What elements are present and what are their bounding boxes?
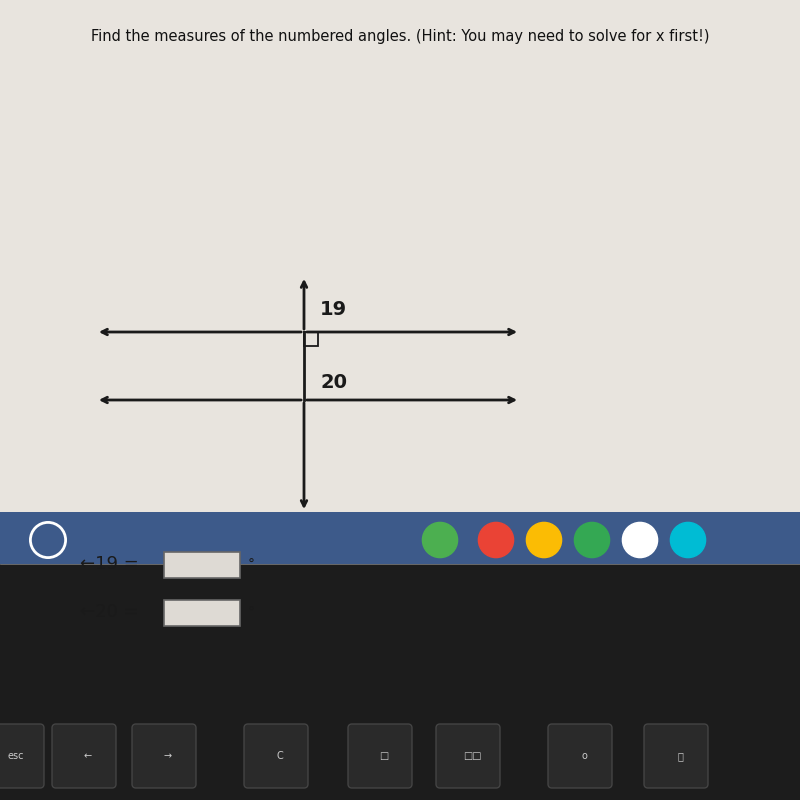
Text: °: ° [248,558,255,572]
FancyBboxPatch shape [52,724,116,788]
Text: →: → [164,751,172,761]
Circle shape [670,522,706,558]
FancyBboxPatch shape [548,724,612,788]
Text: o: o [581,751,587,761]
FancyBboxPatch shape [0,724,44,788]
FancyBboxPatch shape [436,724,500,788]
Bar [304,332,318,346]
FancyBboxPatch shape [244,724,308,788]
Text: esc: esc [8,751,24,761]
Text: □□: □□ [462,751,482,761]
Text: ←: ← [84,751,92,761]
FancyBboxPatch shape [132,724,196,788]
Text: □: □ [379,751,389,761]
Circle shape [478,522,514,558]
FancyBboxPatch shape [644,724,708,788]
Bar [0,0,800,564]
Text: ⤾: ⤾ [677,751,683,761]
Text: 19: 19 [320,300,347,319]
FancyBboxPatch shape [348,724,412,788]
Bar [164,600,240,626]
Text: ←20 =: ←20 = [80,603,138,621]
Bar [0,564,800,800]
Circle shape [526,522,562,558]
Circle shape [622,522,658,558]
Text: Find the measures of the numbered angles. (Hint: You may need to solve for x fir: Find the measures of the numbered angles… [90,29,710,43]
Text: 20: 20 [320,373,347,392]
Text: ←19 =: ←19 = [80,555,138,573]
Text: C: C [277,751,283,761]
Bar [0,512,800,564]
Bar [164,552,240,578]
Text: °: ° [248,606,255,620]
Circle shape [422,522,458,558]
Circle shape [574,522,610,558]
